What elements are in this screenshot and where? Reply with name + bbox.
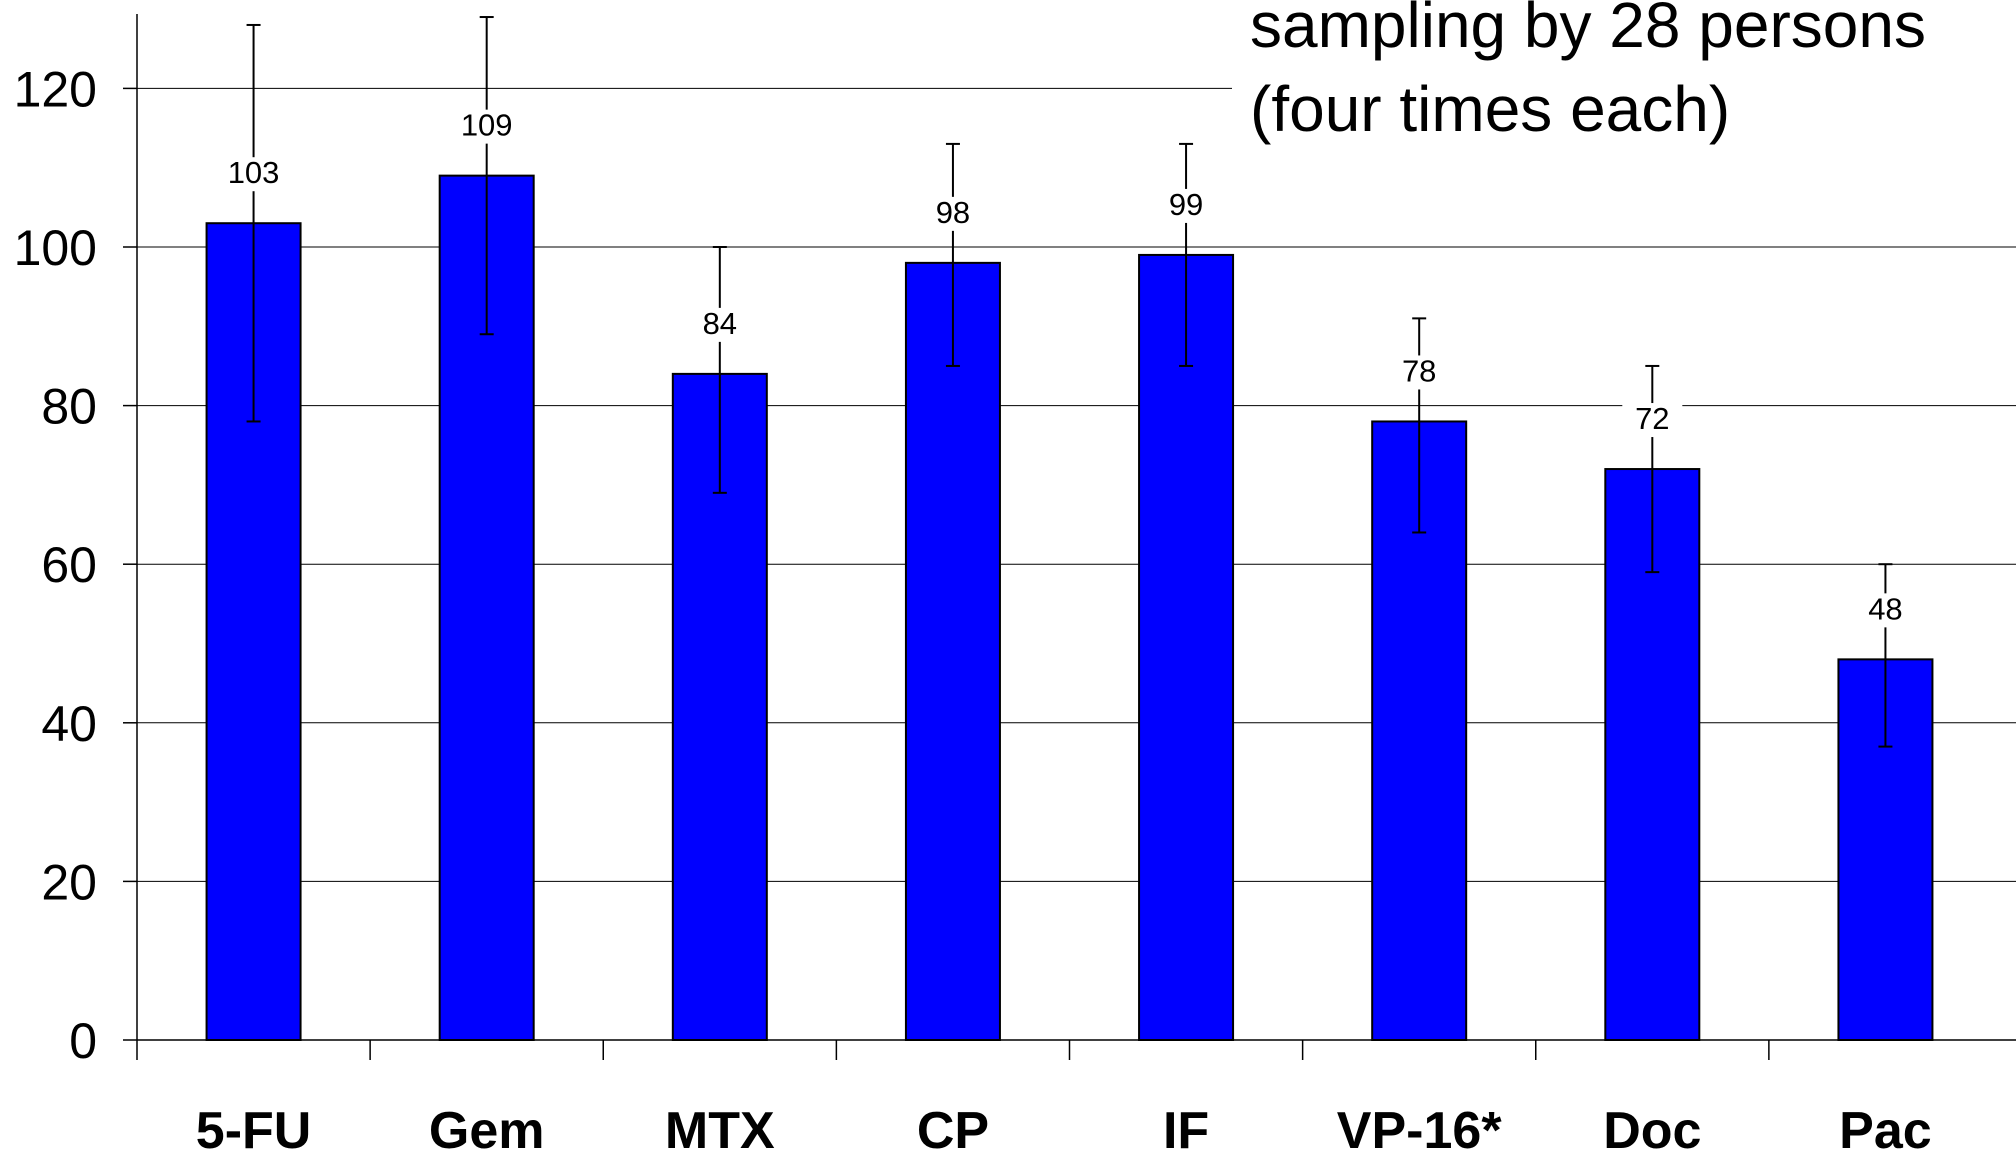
data-label: 103	[228, 155, 280, 190]
x-tick-label: CP	[917, 1102, 989, 1154]
annotation-line-1: sampling by 28 persons	[1250, 0, 1926, 61]
data-label-background	[223, 157, 284, 192]
data-label-background	[456, 109, 517, 144]
data-label: 99	[1169, 187, 1203, 222]
x-tick-label: Gem	[429, 1102, 545, 1154]
annotation-box: sampling by 28 persons (four times each)	[1232, 0, 2016, 150]
data-label-background	[922, 196, 983, 231]
x-tick-label: MTX	[665, 1102, 775, 1154]
y-tick-label: 80	[41, 379, 97, 435]
data-label-background	[689, 307, 750, 342]
data-label-background	[1622, 403, 1683, 438]
data-label: 72	[1635, 401, 1669, 436]
x-tick-label: Doc	[1603, 1102, 1701, 1154]
x-tick-label: 5-FU	[196, 1102, 312, 1154]
bar-if	[1138, 253, 1235, 1041]
y-tick-label: 120	[14, 61, 97, 117]
data-label: 48	[1868, 591, 1902, 626]
y-tick-label: 20	[41, 854, 97, 910]
data-labels: 103 109 84 98 99 78 72 48	[223, 108, 1916, 628]
y-tick-label: 60	[41, 537, 97, 593]
annotation-background	[1232, 0, 2016, 150]
y-tick-label: 100	[14, 220, 97, 276]
x-tick-label: IF	[1163, 1102, 1209, 1154]
data-label: 98	[936, 195, 970, 230]
x-tick-label: VP-16*	[1337, 1102, 1503, 1154]
y-tick-label: 0	[69, 1013, 97, 1069]
data-label: 78	[1402, 353, 1436, 388]
data-label-background	[1156, 188, 1217, 223]
data-label: 84	[703, 306, 737, 341]
axes: 0 20 40 60 80 100 120 5-FU Gem MTX CP IF VP-16* Doc Pa…	[14, 14, 2016, 1154]
bars	[205, 16, 1934, 1042]
data-label-background	[1389, 355, 1450, 390]
y-tick-label: 40	[41, 696, 97, 752]
annotation-line-2: (four times each)	[1250, 73, 1730, 145]
data-label: 109	[461, 108, 513, 143]
bar-cp	[904, 261, 1001, 1041]
data-label-background	[1855, 593, 1916, 628]
x-tick-label: Pac	[1839, 1102, 1932, 1154]
grid-lines	[137, 87, 2016, 882]
